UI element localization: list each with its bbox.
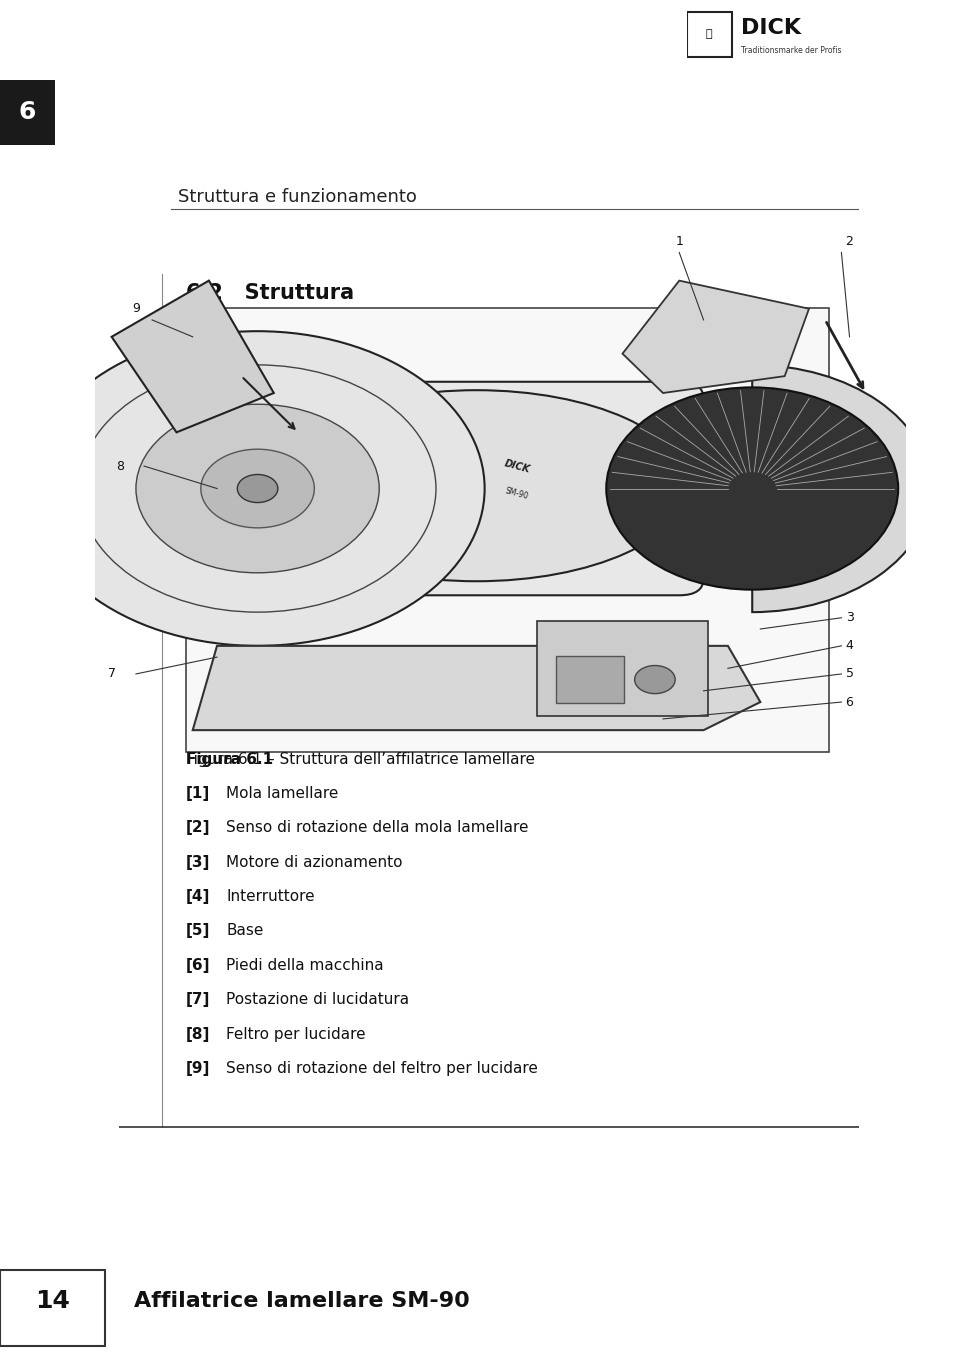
Text: 2: 2 [844, 234, 853, 248]
Polygon shape [193, 646, 760, 730]
Text: 4: 4 [844, 639, 853, 653]
Text: DICK: DICK [740, 18, 801, 38]
FancyBboxPatch shape [186, 309, 828, 751]
Text: Motore di azionamento: Motore di azionamento [226, 854, 402, 869]
Circle shape [605, 387, 897, 590]
Text: [2]: [2] [186, 821, 210, 835]
Text: [6]: [6] [186, 957, 210, 972]
Text: Struttura e funzionamento: Struttura e funzionamento [178, 188, 416, 206]
Text: [1]: [1] [186, 785, 210, 800]
Text: 7: 7 [108, 668, 115, 681]
Text: [3]: [3] [186, 854, 210, 869]
Text: Interruttore: Interruttore [226, 890, 314, 904]
FancyBboxPatch shape [0, 80, 55, 145]
Circle shape [634, 666, 675, 693]
Text: 🔨: 🔨 [705, 28, 712, 39]
Circle shape [237, 474, 277, 502]
Circle shape [201, 450, 314, 528]
Text: 3: 3 [844, 611, 853, 624]
Text: DICK: DICK [502, 458, 531, 474]
FancyBboxPatch shape [250, 382, 702, 596]
Text: Affilatrice lamellare SM-90: Affilatrice lamellare SM-90 [133, 1292, 469, 1311]
Text: Postazione di lucidatura: Postazione di lucidatura [226, 992, 409, 1007]
Text: Figura 6.1 – Struttura dell’affilatrice lamellare: Figura 6.1 – Struttura dell’affilatrice … [186, 753, 535, 768]
FancyBboxPatch shape [556, 655, 623, 703]
Text: 5: 5 [844, 668, 853, 681]
Text: 9: 9 [132, 302, 140, 315]
Text: [5]: [5] [186, 923, 210, 938]
Text: Traditionsmarke der Profis: Traditionsmarke der Profis [740, 46, 841, 54]
Polygon shape [112, 280, 274, 432]
Text: [9]: [9] [186, 1062, 210, 1076]
FancyBboxPatch shape [537, 620, 707, 716]
Text: 14: 14 [35, 1289, 70, 1313]
Text: Senso di rotazione del feltro per lucidare: Senso di rotazione del feltro per lucida… [226, 1062, 537, 1076]
Text: 6: 6 [19, 100, 36, 125]
Text: Piedi della macchina: Piedi della macchina [226, 957, 384, 972]
Text: 6: 6 [844, 696, 853, 708]
Text: SM-90: SM-90 [504, 486, 529, 501]
Text: 8: 8 [115, 459, 124, 473]
Circle shape [135, 405, 379, 573]
Text: 6.2   Struttura: 6.2 Struttura [186, 283, 354, 303]
FancyBboxPatch shape [0, 1270, 105, 1346]
Ellipse shape [265, 390, 686, 581]
Text: Figura 6.1: Figura 6.1 [186, 753, 273, 768]
Wedge shape [751, 364, 930, 612]
Polygon shape [621, 280, 808, 393]
Text: Mola lamellare: Mola lamellare [226, 785, 338, 800]
Text: Feltro per lucidare: Feltro per lucidare [226, 1026, 366, 1041]
Text: [4]: [4] [186, 890, 210, 904]
Text: Base: Base [226, 923, 264, 938]
FancyBboxPatch shape [686, 12, 731, 57]
Text: [7]: [7] [186, 992, 210, 1007]
Text: [8]: [8] [186, 1026, 210, 1041]
Text: 1: 1 [675, 234, 682, 248]
Text: Senso di rotazione della mola lamellare: Senso di rotazione della mola lamellare [226, 821, 528, 835]
Circle shape [30, 332, 484, 646]
